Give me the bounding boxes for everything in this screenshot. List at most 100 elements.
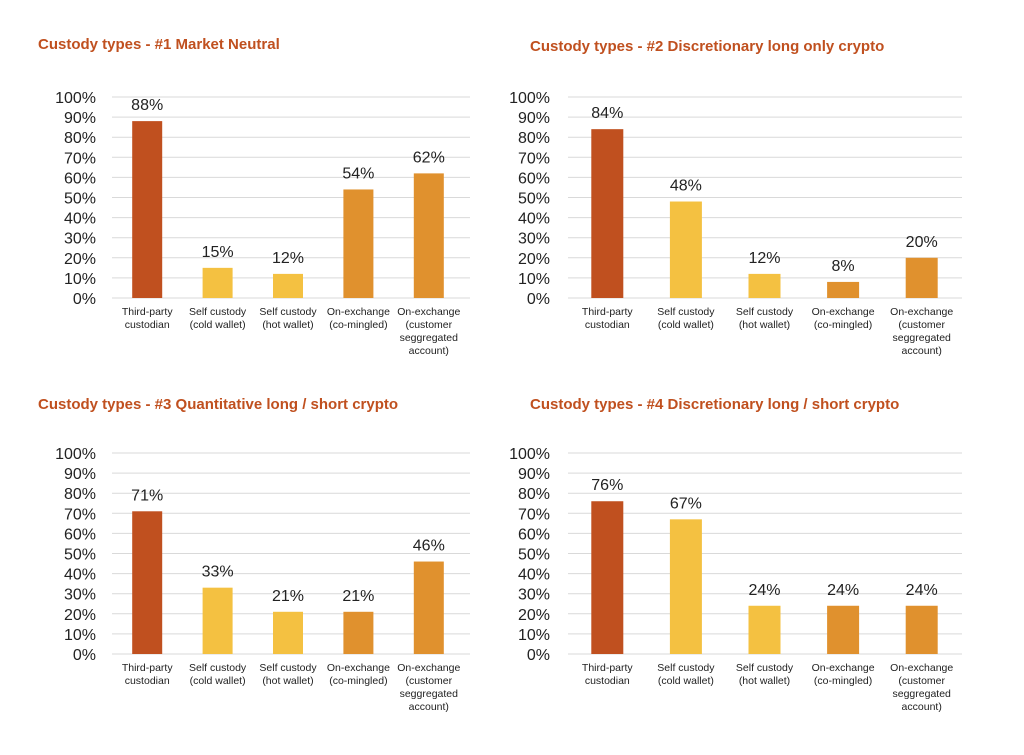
chart-1-y-tick: 50% <box>64 191 96 208</box>
chart-4-y-tick: 40% <box>518 567 550 584</box>
chart-1-y-tick: 20% <box>64 251 96 268</box>
chart-1-category-label-line: seggregated <box>400 332 459 344</box>
chart-3-category-label-line: Self custody <box>189 662 247 674</box>
chart-2-y-tick: 30% <box>518 231 550 248</box>
chart-2-y-tick: 60% <box>518 170 550 187</box>
chart-2-data-label: 20% <box>906 234 938 251</box>
chart-2-y-tick: 100% <box>509 90 550 107</box>
chart-4-y-tick: 30% <box>518 587 550 604</box>
chart-4-y-tick: 70% <box>518 506 550 523</box>
chart-4-y-tick: 60% <box>518 526 550 543</box>
chart-2-category-label-line: (customer <box>898 319 945 331</box>
chart-2-y-tick: 40% <box>518 211 550 228</box>
chart-3-data-label: 21% <box>272 588 304 605</box>
chart-4-category-label-line: custodian <box>585 675 630 687</box>
chart-4-y-tick: 10% <box>518 627 550 644</box>
chart-1-category-label: Third-party custodian <box>122 306 174 331</box>
chart-4-bar <box>827 605 860 654</box>
chart-3-bar <box>273 611 303 654</box>
chart-2-y-tick: 20% <box>518 251 550 268</box>
chart-1-category-label-line: Self custody <box>259 306 317 318</box>
chart-4-category-label-line: On-exchange <box>812 662 875 674</box>
chart-3-data-label: 71% <box>131 487 163 504</box>
chart-2-bar <box>669 201 702 298</box>
chart-4-bar <box>748 605 781 654</box>
chart-4-category-label-line: On-exchange <box>890 662 953 674</box>
chart-1-category-label: Self custody (hot wallet) <box>259 306 317 331</box>
chart-4-category-label-line: Third-party <box>582 662 634 674</box>
chart-3-bar <box>413 561 444 654</box>
chart-1-category-label-line: Third-party <box>122 306 174 318</box>
chart-2-y-tick: 70% <box>518 150 550 167</box>
chart-1-bar <box>413 173 444 298</box>
chart-3-y-tick: 10% <box>64 627 96 644</box>
chart-3-bar <box>132 511 163 654</box>
chart-2-data-label: 12% <box>748 250 780 267</box>
chart-4-category-label-line: Self custody <box>657 662 715 674</box>
chart-3-category-label-line: (hot wallet) <box>262 675 313 687</box>
chart-1-y-tick: 40% <box>64 211 96 228</box>
chart-4-data-label: 76% <box>591 477 623 494</box>
chart-3-y-tick: 20% <box>64 607 96 624</box>
chart-1-data-label: 12% <box>272 250 304 267</box>
chart-3-category-label-line: seggregated <box>400 688 459 700</box>
chart-3-data-label: 33% <box>202 564 234 581</box>
chart-4-category-label: Third-party custodian <box>582 662 634 687</box>
chart-4-bar <box>591 501 624 654</box>
chart-2: 0% 10% 20% 30% 40% 50% 60% 70% 80% 90% 100% 84% Thir… <box>509 90 962 357</box>
chart-1-bar <box>202 267 233 298</box>
chart-4-y-tick: 0% <box>527 647 550 664</box>
chart-2-data-label: 48% <box>670 178 702 195</box>
chart-4-y-tick: 80% <box>518 486 550 503</box>
chart-1-category-label-line: custodian <box>125 319 170 331</box>
chart-2-y-tick: 10% <box>518 271 550 288</box>
chart-1-data-label: 15% <box>202 244 234 261</box>
chart-2-bar <box>591 129 624 298</box>
chart-3-category-label: Self custody (hot wallet) <box>259 662 317 687</box>
chart-1-category-label-line: On-exchange <box>327 306 390 318</box>
chart-4-category-label: On-exchange (co-mingled) <box>812 662 875 687</box>
chart-3-category-label-line: custodian <box>125 675 170 687</box>
chart-1-y-tick: 0% <box>73 291 96 308</box>
chart-4-data-label: 24% <box>827 582 859 599</box>
chart-2-y-tick: 80% <box>518 130 550 147</box>
chart-1-category-label-line: (cold wallet) <box>190 319 246 331</box>
chart-2-data-label: 84% <box>591 105 623 122</box>
chart-2-bar <box>905 257 938 298</box>
chart-3-data-label: 21% <box>342 588 374 605</box>
chart-4-category-label: Self custody (hot wallet) <box>736 662 794 687</box>
chart-1-y-tick: 10% <box>64 271 96 288</box>
chart-1-category-label-line: (co-mingled) <box>329 319 387 331</box>
chart-2-category-label-line: Third-party <box>582 306 634 318</box>
chart-1-data-label: 62% <box>413 149 445 166</box>
chart-1-y-tick: 70% <box>64 150 96 167</box>
chart-4-y-tick: 90% <box>518 466 550 483</box>
chart-1-y-tick: 60% <box>64 170 96 187</box>
chart-3-bar <box>202 587 233 654</box>
chart-1-data-label: 54% <box>342 165 374 182</box>
chart-3-category-label-line: Third-party <box>122 662 174 674</box>
chart-3-category-label-line: On-exchange <box>397 662 460 674</box>
chart-2-category-label: Self custody (hot wallet) <box>736 306 794 331</box>
chart-2-category-label: On-exchange (customer seggregated account) <box>890 306 953 357</box>
chart-3-category-label-line: Self custody <box>259 662 317 674</box>
chart-1-category-label: Self custody (cold wallet) <box>189 306 247 331</box>
chart-2-category-label: Third-party custodian <box>582 306 634 331</box>
chart-4: 0% 10% 20% 30% 40% 50% 60% 70% 80% 90% 100% 76% Thir… <box>509 446 962 713</box>
chart-3: 0% 10% 20% 30% 40% 50% 60% 70% 80% 90% 100% 71% Thir… <box>55 446 470 713</box>
chart-4-bar <box>669 519 702 654</box>
chart-1-category-label: On-exchange (co-mingled) <box>327 306 390 331</box>
chart-2-bar <box>827 281 860 298</box>
chart-3-category-label: On-exchange (co-mingled) <box>327 662 390 687</box>
chart-4-bar <box>905 605 938 654</box>
chart-4-title: Custody types - #4 Discretionary long / … <box>530 396 900 413</box>
chart-3-y-tick: 50% <box>64 547 96 564</box>
chart-3-category-label: Self custody (cold wallet) <box>189 662 247 687</box>
chart-1-category-label-line: Self custody <box>189 306 247 318</box>
chart-1-y-tick: 90% <box>64 110 96 127</box>
chart-1-category-label-line: On-exchange <box>397 306 460 318</box>
chart-1: 0% 10% 20% 30% 40% 50% 60% 70% 80% 90% 100% 88% Thir… <box>55 90 470 357</box>
chart-2-y-tick: 50% <box>518 191 550 208</box>
chart-3-y-tick: 100% <box>55 446 96 463</box>
